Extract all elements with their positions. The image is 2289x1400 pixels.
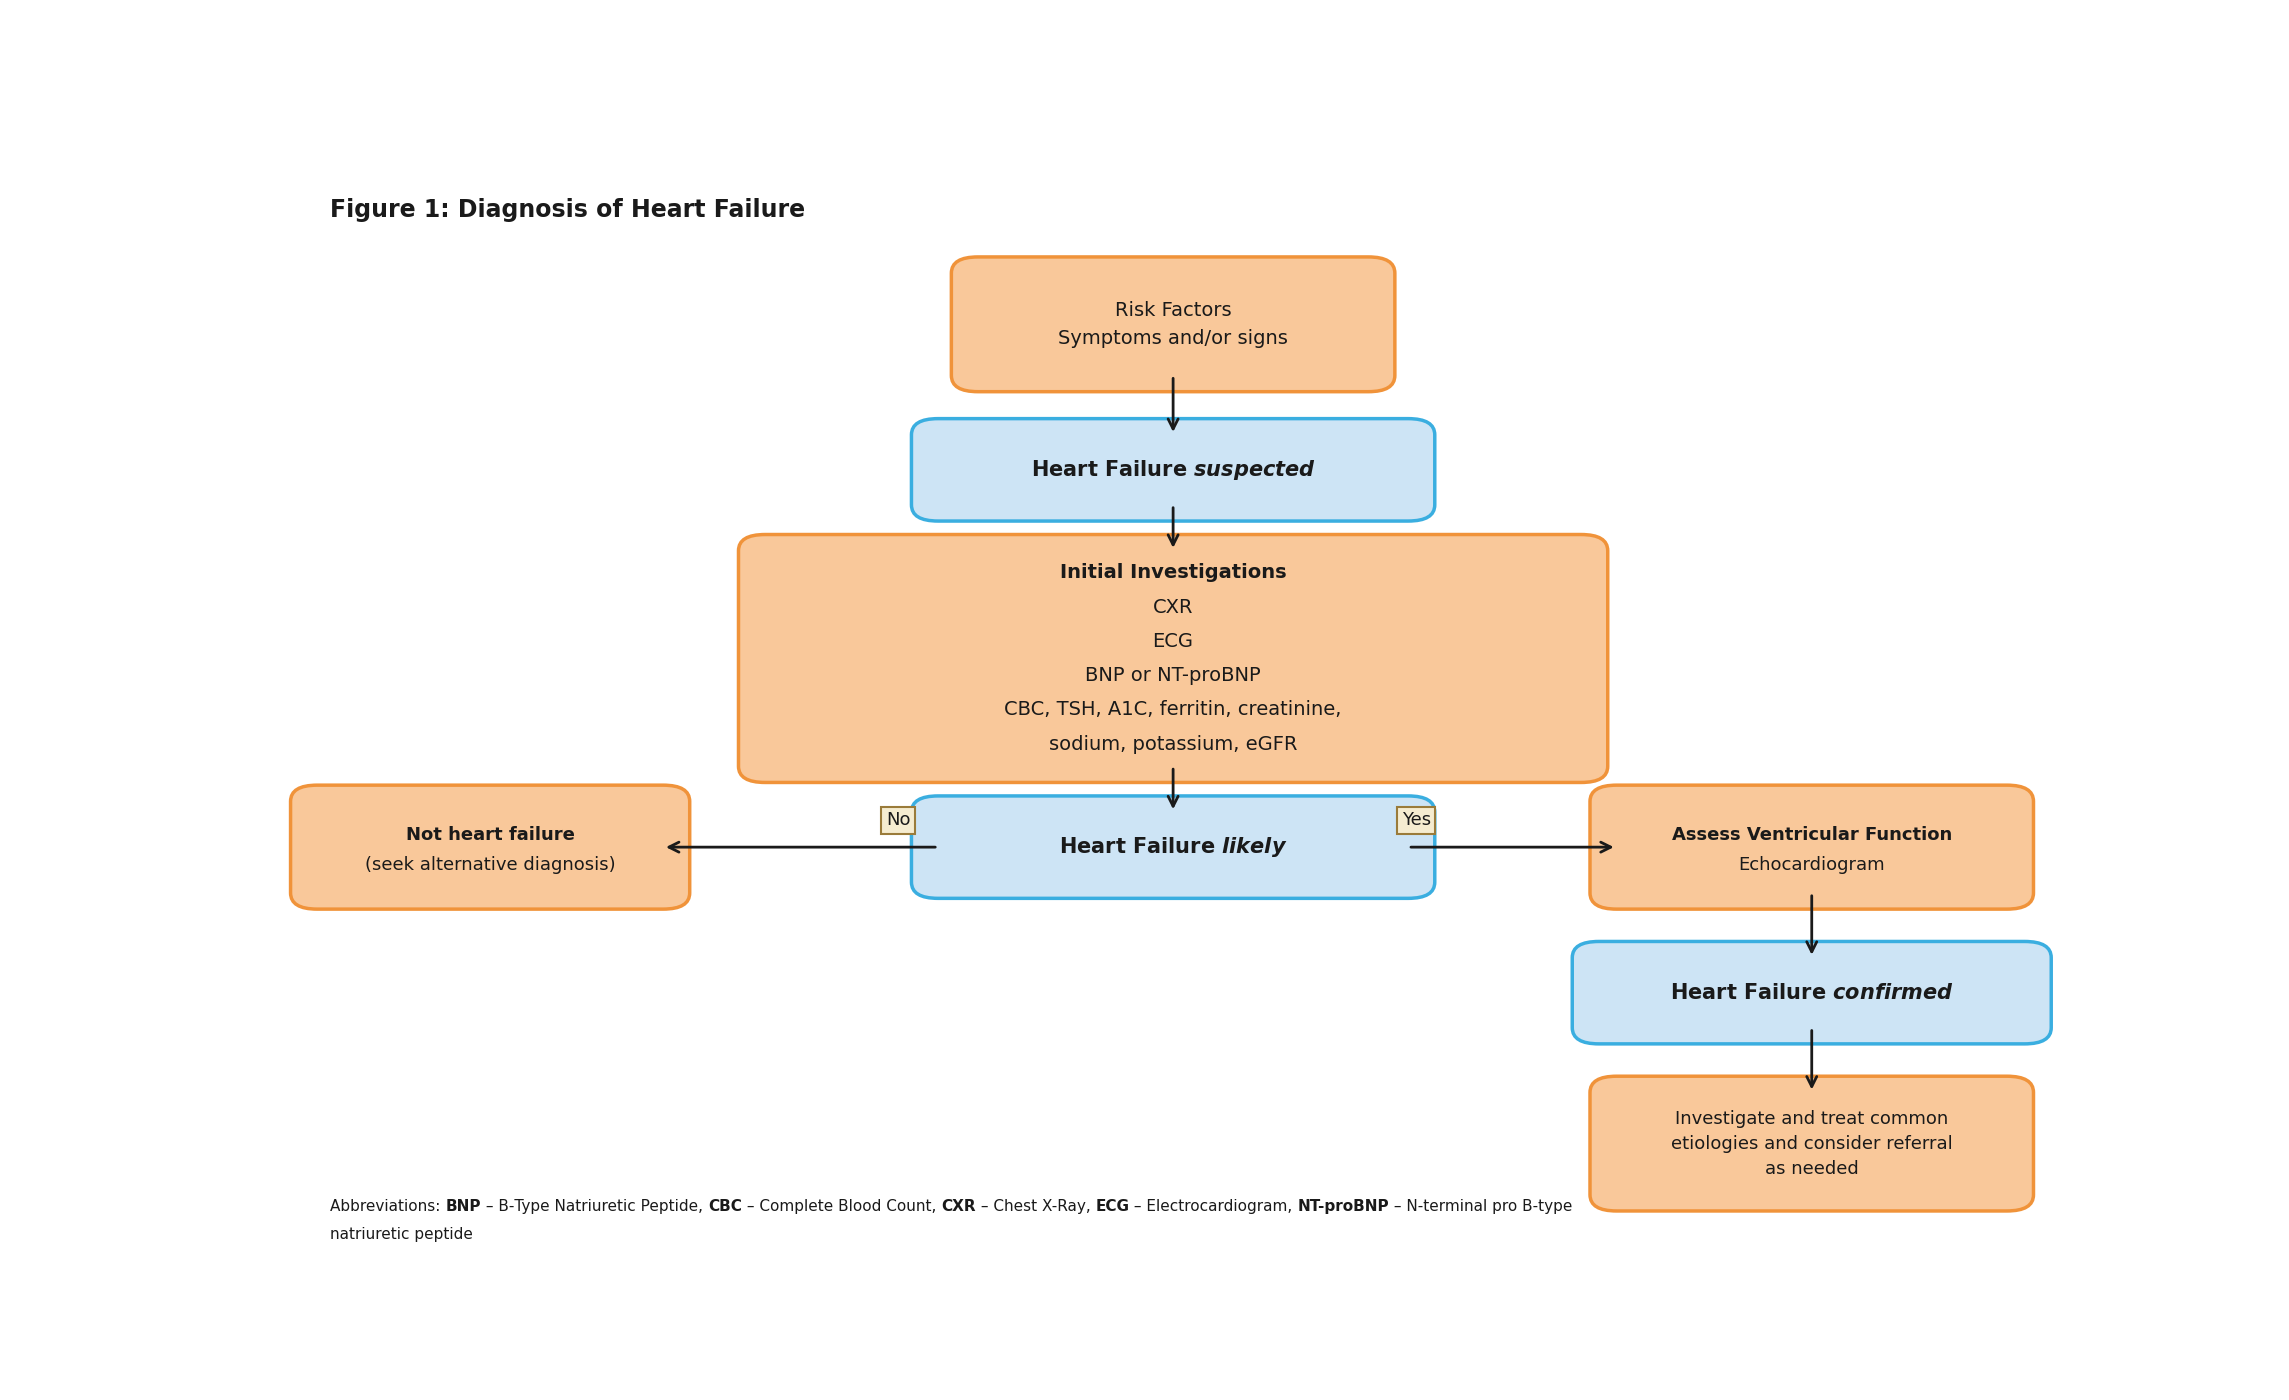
Text: ECG: ECG (1154, 631, 1193, 651)
FancyBboxPatch shape (1591, 1077, 2033, 1211)
Text: – N-terminal pro B-type: – N-terminal pro B-type (1389, 1198, 1573, 1214)
Text: Heart Failure $\bfit{confirmed}$: Heart Failure $\bfit{confirmed}$ (1671, 983, 1953, 1002)
Text: Heart Failure $\bfit{suspected}$: Heart Failure $\bfit{suspected}$ (1030, 458, 1316, 482)
Text: – Chest X-Ray,: – Chest X-Ray, (975, 1198, 1096, 1214)
FancyBboxPatch shape (1591, 785, 2033, 909)
Text: – Electrocardiogram,: – Electrocardiogram, (1128, 1198, 1298, 1214)
Text: Heart Failure $\bfit{likely}$: Heart Failure $\bfit{likely}$ (1060, 836, 1286, 860)
Text: Echocardiogram: Echocardiogram (1737, 857, 1886, 875)
Text: natriuretic peptide: natriuretic peptide (330, 1226, 474, 1242)
Text: sodium, potassium, eGFR: sodium, potassium, eGFR (1048, 735, 1298, 753)
Text: Initial Investigations: Initial Investigations (1060, 563, 1286, 582)
Text: CBC: CBC (707, 1198, 742, 1214)
FancyBboxPatch shape (1573, 941, 2051, 1044)
Text: BNP: BNP (446, 1198, 481, 1214)
FancyBboxPatch shape (291, 785, 689, 909)
Text: (seek alternative diagnosis): (seek alternative diagnosis) (364, 857, 616, 875)
Text: ECG: ECG (1096, 1198, 1128, 1214)
Text: Abbreviations:: Abbreviations: (330, 1198, 446, 1214)
FancyBboxPatch shape (739, 535, 1607, 783)
Text: No: No (886, 811, 911, 829)
Text: CXR: CXR (1154, 598, 1193, 616)
Text: Yes: Yes (1401, 811, 1431, 829)
Text: NT-proBNP: NT-proBNP (1298, 1198, 1389, 1214)
Text: CBC, TSH, A1C, ferritin, creatinine,: CBC, TSH, A1C, ferritin, creatinine, (1005, 700, 1341, 720)
Text: Figure 1: Diagnosis of Heart Failure: Figure 1: Diagnosis of Heart Failure (330, 199, 806, 223)
FancyBboxPatch shape (952, 258, 1394, 392)
Text: Investigate and treat common
etiologies and consider referral
as needed: Investigate and treat common etiologies … (1671, 1110, 1953, 1177)
Text: Assess Ventricular Function: Assess Ventricular Function (1671, 826, 1953, 844)
Text: BNP or NT-proBNP: BNP or NT-proBNP (1085, 666, 1261, 685)
Text: Not heart failure: Not heart failure (405, 826, 575, 844)
FancyBboxPatch shape (911, 797, 1435, 899)
Text: – Complete Blood Count,: – Complete Blood Count, (742, 1198, 941, 1214)
Text: CXR: CXR (941, 1198, 975, 1214)
FancyBboxPatch shape (911, 419, 1435, 521)
Text: Risk Factors
Symptoms and/or signs: Risk Factors Symptoms and/or signs (1058, 301, 1289, 347)
Text: – B‑Type Natriuretic Peptide,: – B‑Type Natriuretic Peptide, (481, 1198, 707, 1214)
